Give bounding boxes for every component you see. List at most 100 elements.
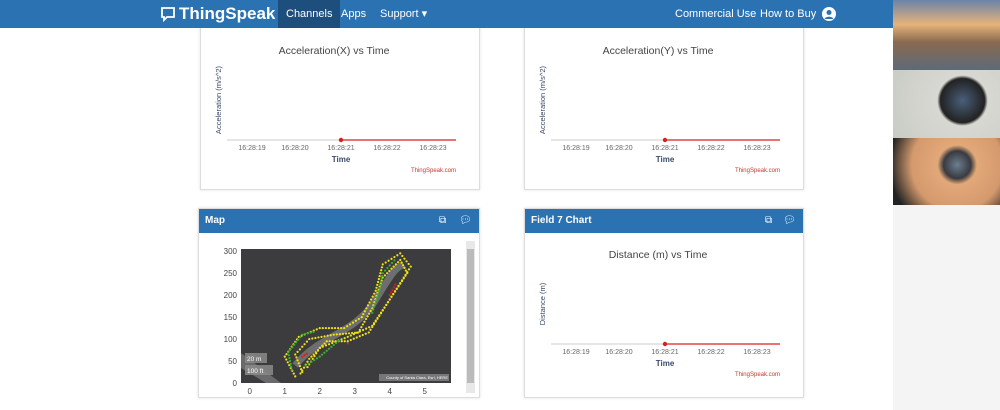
track-point	[393, 255, 396, 259]
track-point	[361, 323, 365, 326]
track-point	[388, 264, 391, 267]
comment-icon[interactable]: 💬︎	[783, 215, 796, 226]
track-point	[381, 263, 384, 266]
track-point	[318, 346, 321, 349]
y-tick-label: 150	[224, 313, 238, 322]
track-point	[337, 326, 340, 330]
chart-title: Acceleration(Y) vs Time	[603, 45, 714, 57]
track-point	[298, 365, 302, 368]
track-point	[401, 264, 405, 267]
map-background	[241, 249, 451, 383]
track-point	[383, 274, 387, 277]
track-point	[369, 309, 372, 313]
channel-page: Acceleration(X) vs Time 16:28:19 16:28:20 1…	[0, 28, 893, 410]
nav-commercial-use[interactable]: Commercial Use	[675, 8, 757, 20]
track-point	[393, 259, 396, 262]
track-point	[334, 341, 338, 345]
scale-label: 20 m	[247, 356, 261, 363]
data-point	[662, 137, 668, 143]
track-point	[348, 323, 352, 326]
track-point	[294, 375, 297, 378]
y-tick-label: 100	[224, 335, 238, 344]
nav-support[interactable]: Support ▾	[380, 8, 428, 20]
panel-title: Field 7 Chart	[531, 215, 592, 226]
track-point	[295, 356, 298, 359]
track-point	[390, 261, 394, 265]
user-icon[interactable]	[822, 7, 836, 21]
attribution-box	[379, 374, 449, 381]
track-point	[373, 292, 376, 295]
nav-channels[interactable]: Channels	[278, 0, 341, 28]
track-point	[392, 265, 395, 268]
track-point	[320, 353, 324, 356]
brand-name: ThingSpeak	[179, 4, 276, 23]
track-point	[380, 277, 383, 281]
track-point	[287, 351, 290, 354]
track-point	[304, 364, 307, 367]
track-point	[401, 254, 404, 258]
nav-apps[interactable]: Apps	[341, 8, 367, 20]
track-point	[406, 272, 409, 275]
participant-video[interactable]	[893, 70, 1000, 138]
y-axis-label: Acceleration (m/s^2)	[538, 65, 547, 134]
track-point	[329, 334, 332, 337]
scrollbar-thumb[interactable]	[467, 249, 474, 383]
track-point	[367, 331, 370, 334]
track-point	[320, 335, 323, 338]
track-point	[285, 353, 288, 356]
comment-icon[interactable]: 💬︎	[459, 215, 472, 226]
track-point	[399, 282, 402, 285]
x-tick-label: 16:28:22	[697, 349, 724, 356]
track-point	[346, 340, 349, 343]
y-tick-label: 300	[224, 247, 238, 256]
track-point	[374, 319, 377, 322]
track-point	[313, 359, 316, 362]
thingspeak-logo[interactable]: ThingSpeak™	[160, 4, 285, 24]
track-point	[317, 336, 320, 339]
track-point	[402, 277, 405, 280]
track-point	[301, 370, 304, 374]
track-point	[354, 319, 358, 322]
track-point	[394, 283, 397, 286]
panel-acceleration-y: Acceleration(Y) vs Time 16:28:19 16:28:20 1…	[524, 28, 804, 190]
track-point	[349, 334, 352, 337]
track-point	[372, 308, 375, 311]
track-point	[377, 292, 380, 295]
track-point	[366, 304, 370, 307]
track-point	[407, 262, 410, 266]
x-tick-label: 16:28:23	[743, 349, 770, 356]
data-point	[338, 137, 344, 143]
participant-video[interactable]	[893, 138, 1000, 205]
track-point	[376, 283, 379, 286]
nav-how-to-buy[interactable]: How to Buy	[760, 8, 817, 20]
track-point	[302, 366, 306, 369]
x-tick-label: 16:28:21	[651, 349, 678, 356]
track-point	[333, 326, 337, 330]
track-point	[344, 332, 348, 335]
track-point	[288, 359, 292, 363]
x-tick-label: 16:28:19	[238, 145, 265, 152]
track-point	[338, 333, 341, 336]
external-link-icon[interactable]: ⧉	[765, 215, 773, 226]
track-point	[318, 355, 321, 358]
track-point	[355, 331, 359, 334]
map-attribution: County of Santa Clara, Esri, HERE	[386, 375, 448, 380]
participant-video[interactable]	[893, 0, 1000, 70]
track-point	[315, 357, 319, 360]
track-point	[362, 313, 365, 316]
track-point	[369, 298, 373, 301]
x-tick-label: 16:28:21	[327, 145, 354, 152]
track-point	[340, 340, 343, 343]
track-point	[296, 359, 299, 362]
track-point	[386, 272, 389, 275]
track-point	[294, 353, 297, 356]
track-point	[331, 341, 334, 345]
track-point	[372, 322, 376, 325]
track-point	[379, 311, 383, 314]
track-point	[388, 294, 391, 297]
scrollbar[interactable]	[466, 241, 475, 393]
track-point	[371, 311, 374, 314]
track-point	[376, 316, 379, 320]
track-point	[395, 287, 398, 291]
external-link-icon[interactable]: ⧉	[439, 215, 447, 226]
